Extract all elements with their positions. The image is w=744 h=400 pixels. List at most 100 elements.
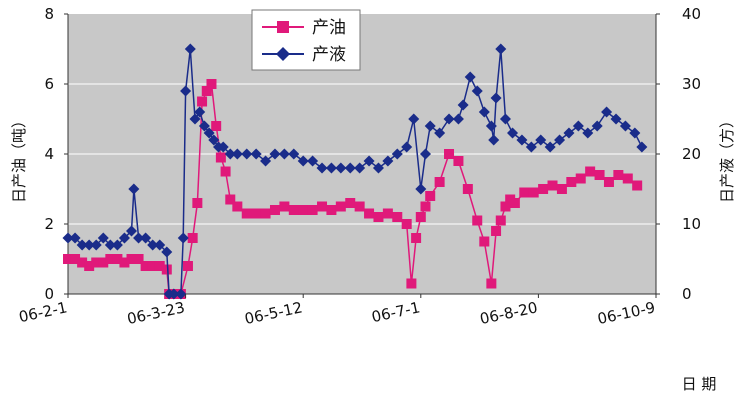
- data-point: [175, 288, 187, 300]
- x-tick-label: 06-10-9: [596, 298, 657, 328]
- data-point: [76, 239, 88, 251]
- data-point: [217, 141, 229, 153]
- y-left-tick-label: 2: [44, 215, 54, 233]
- legend-item-oil: 产油: [262, 18, 346, 38]
- x-tick-label: 06-2-1: [17, 298, 69, 326]
- data-point: [62, 232, 74, 244]
- y-left-tick-label: 8: [44, 5, 54, 23]
- x-tick-label: 06-8-20: [478, 298, 539, 328]
- data-point: [307, 205, 318, 215]
- data-point: [499, 113, 511, 125]
- data-point: [575, 173, 586, 184]
- data-point: [613, 170, 624, 180]
- data-point: [601, 106, 613, 118]
- data-point: [133, 232, 145, 244]
- data-point: [364, 208, 375, 219]
- data-point: [241, 148, 253, 160]
- data-point: [83, 239, 95, 251]
- data-point: [112, 254, 123, 264]
- data-point: [382, 155, 394, 167]
- data-point: [444, 149, 455, 159]
- x-tick-label: 06-7-1: [370, 298, 422, 326]
- data-point: [420, 201, 431, 212]
- data-point: [260, 208, 271, 219]
- legend-item-liquid: 产液: [262, 45, 346, 65]
- data-point: [462, 184, 473, 194]
- data-point: [619, 120, 631, 132]
- data-point: [401, 219, 412, 229]
- data-point: [452, 113, 464, 125]
- data-point: [63, 254, 73, 264]
- data-point: [208, 134, 220, 146]
- legend-liquid-label: 产液: [312, 45, 346, 65]
- data-point: [528, 187, 539, 198]
- data-point: [91, 257, 102, 268]
- y-right-tick-label: 40: [682, 5, 701, 23]
- data-point: [111, 239, 123, 251]
- series-oil: [63, 79, 643, 299]
- data-point: [297, 155, 309, 167]
- data-point: [206, 79, 217, 89]
- data-point: [241, 208, 252, 219]
- gridlines: [68, 83, 656, 225]
- data-point: [491, 226, 502, 236]
- y-axis-left-title: 日产油（吨）: [10, 113, 28, 203]
- data-point: [572, 120, 584, 132]
- data-point: [538, 184, 549, 194]
- x-tick-label: 06-3-23: [125, 298, 186, 328]
- data-point: [434, 177, 445, 187]
- data-point: [391, 148, 403, 160]
- data-point: [260, 155, 272, 167]
- data-point: [453, 156, 464, 166]
- data-point: [278, 148, 290, 160]
- data-point: [425, 191, 436, 201]
- data-point: [464, 71, 476, 83]
- legend-box: [251, 9, 361, 71]
- data-point: [220, 166, 231, 177]
- data-point: [354, 201, 365, 212]
- data-point: [279, 201, 290, 212]
- data-point: [535, 134, 547, 146]
- y-axis-right-title: 日产液（方）: [718, 113, 736, 203]
- data-point: [585, 166, 596, 177]
- legend-oil-label: 产油: [312, 18, 346, 38]
- data-point: [354, 162, 366, 174]
- data-point: [288, 148, 300, 160]
- data-point: [317, 201, 328, 212]
- data-point: [544, 141, 556, 153]
- legend-oil-marker: [277, 21, 289, 33]
- data-point: [177, 232, 189, 244]
- data-point: [154, 239, 166, 251]
- data-point: [232, 201, 243, 212]
- data-point: [478, 106, 490, 118]
- data-point: [471, 85, 483, 97]
- data-point: [90, 239, 102, 251]
- y-left-tick-label: 6: [44, 75, 54, 93]
- y-axis-left-ticks: 0 2 4 6 8: [44, 5, 68, 303]
- data-point: [485, 120, 497, 132]
- data-point: [298, 205, 309, 215]
- data-point: [563, 127, 575, 139]
- data-point: [411, 233, 422, 243]
- data-point: [424, 120, 436, 132]
- data-point: [566, 177, 577, 187]
- data-point: [488, 134, 500, 146]
- y-right-tick-label: 0: [682, 285, 692, 303]
- data-point: [194, 106, 206, 118]
- data-point: [610, 113, 622, 125]
- data-point: [97, 232, 109, 244]
- data-point: [344, 162, 356, 174]
- data-point: [415, 212, 426, 222]
- data-point: [443, 113, 455, 125]
- data-point: [225, 194, 236, 205]
- data-point: [224, 148, 236, 160]
- data-point: [556, 184, 567, 194]
- y-left-tick-label: 4: [44, 145, 54, 163]
- data-point: [118, 232, 130, 244]
- data-point: [215, 152, 226, 163]
- data-point: [104, 239, 116, 251]
- data-point: [269, 148, 281, 160]
- data-point: [408, 113, 420, 125]
- data-point: [479, 236, 490, 247]
- data-point: [250, 148, 262, 160]
